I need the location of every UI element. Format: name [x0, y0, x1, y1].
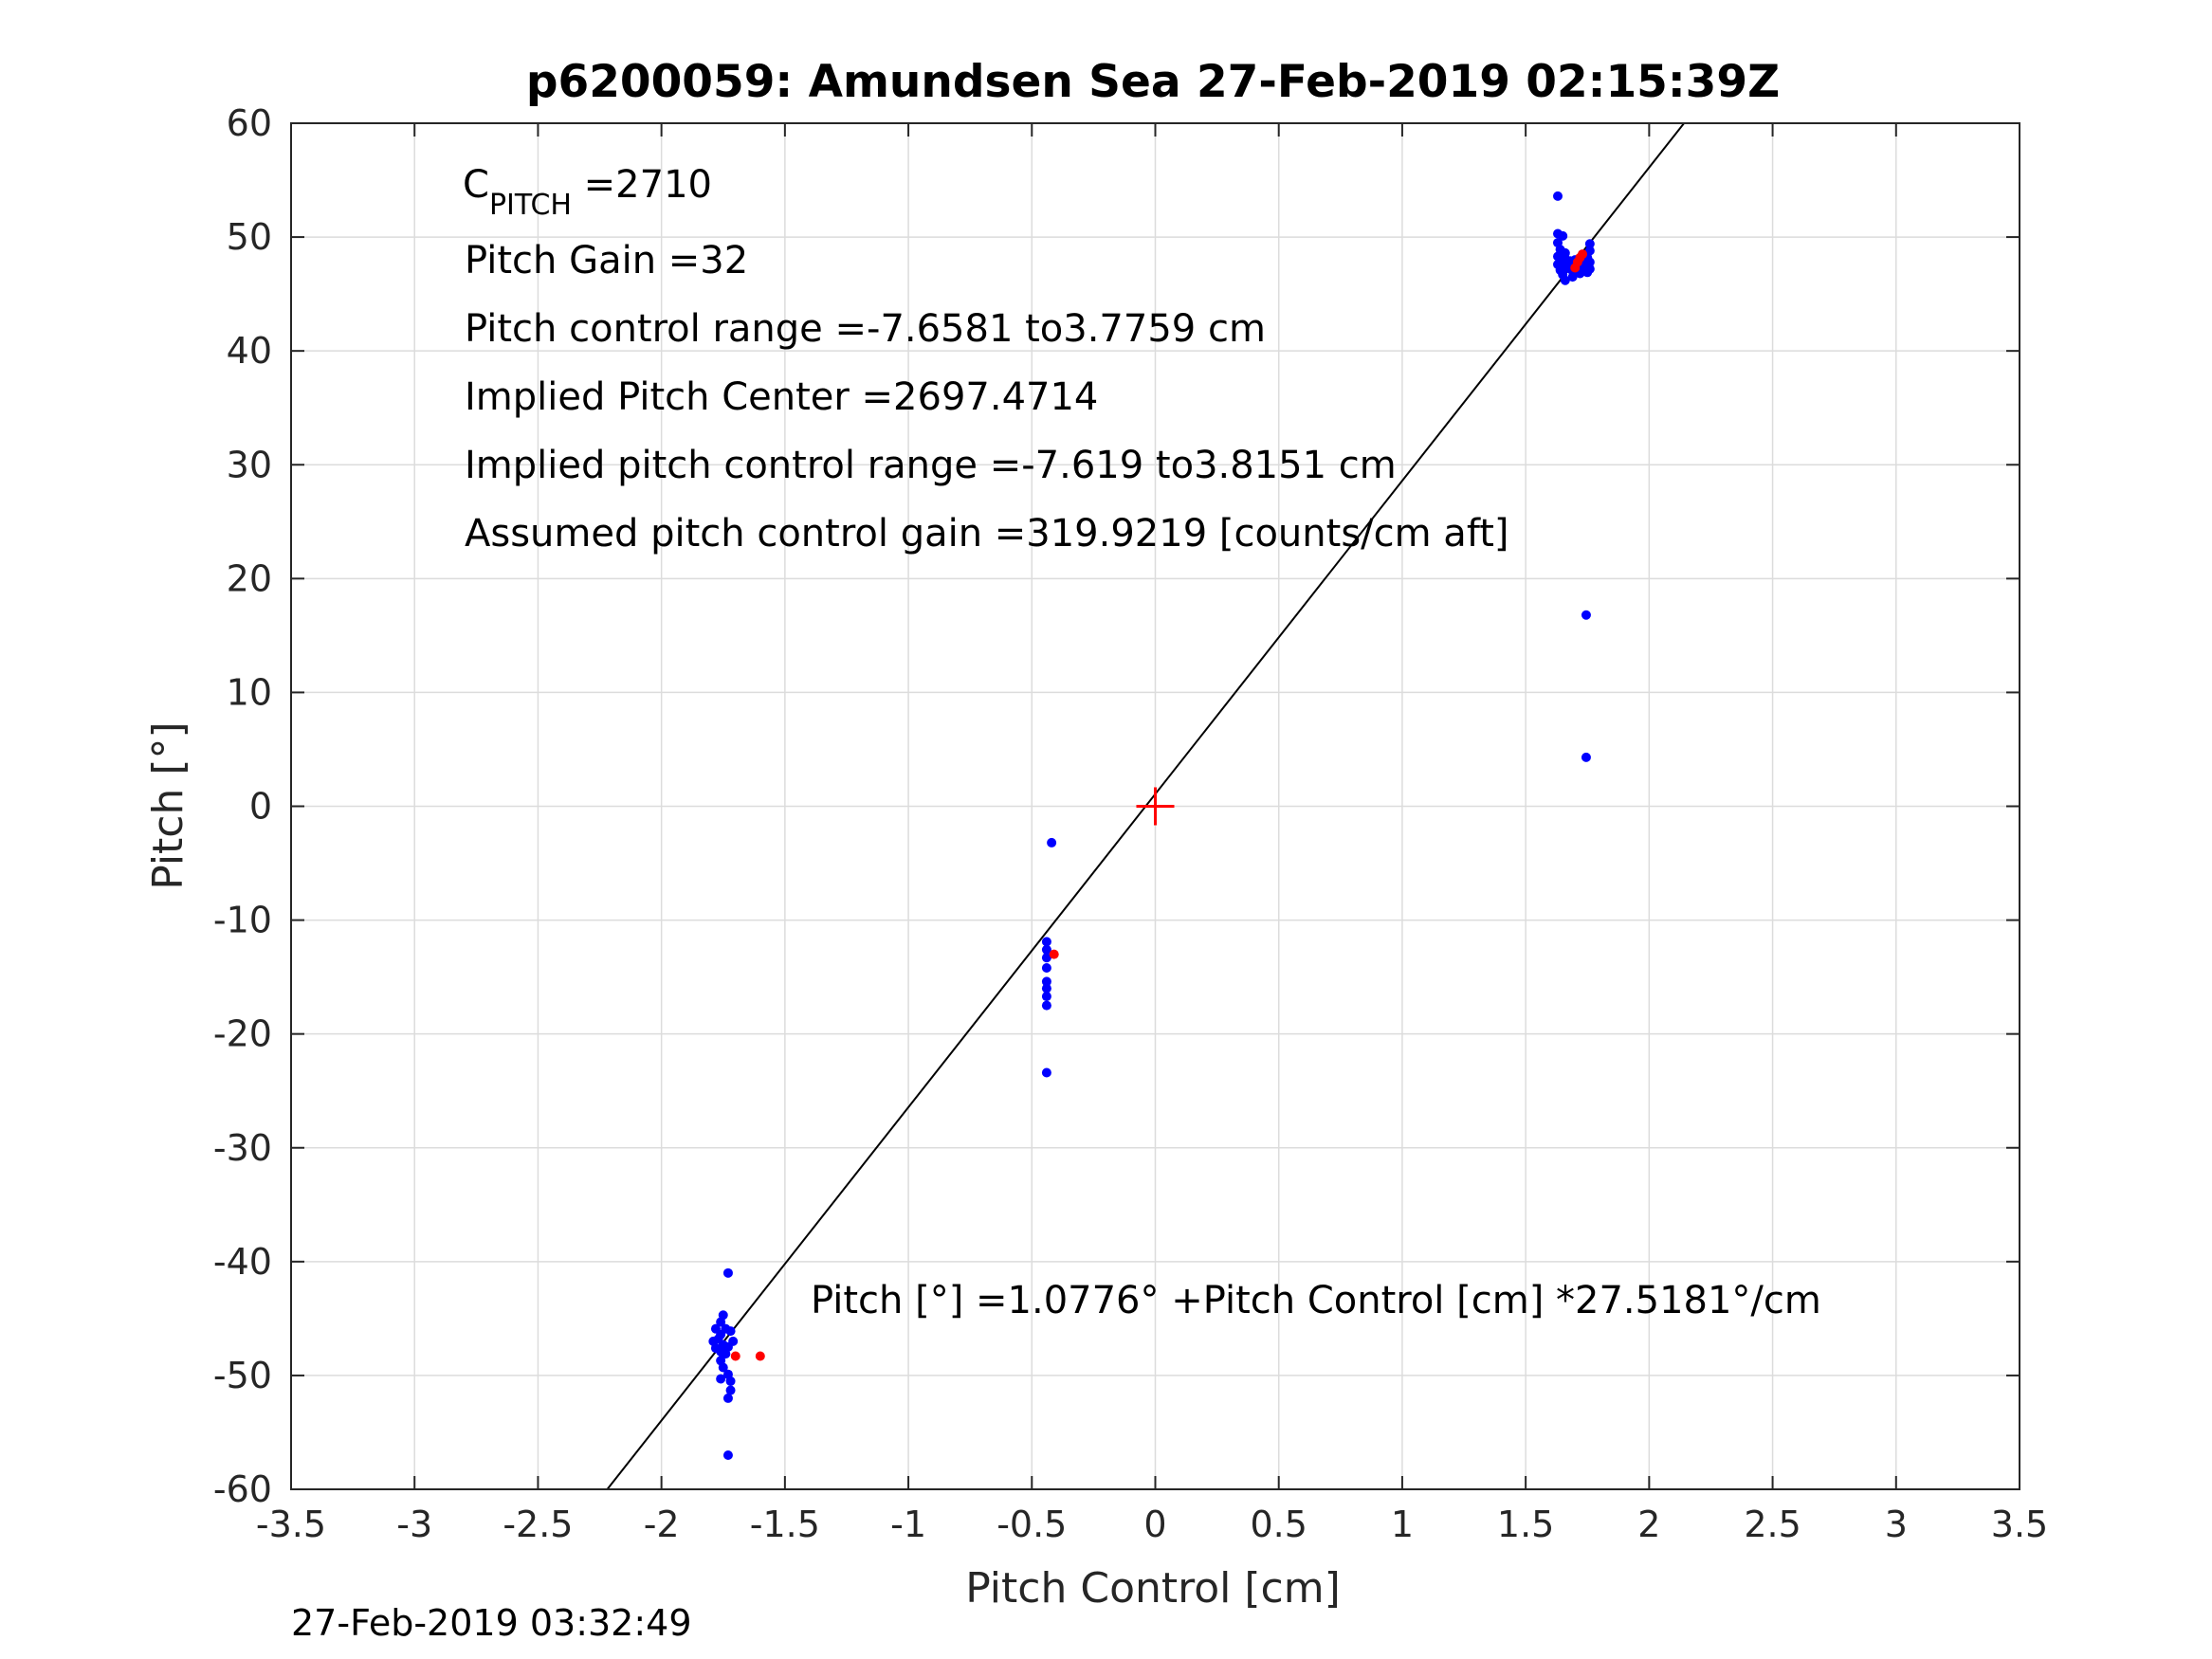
data-point: [755, 1351, 765, 1361]
data-point: [722, 1393, 733, 1403]
data-point: [725, 1385, 736, 1395]
data-point: [1584, 246, 1595, 256]
x-tick-label: -3.5: [256, 1504, 326, 1545]
data-point: [728, 1336, 739, 1346]
data-point: [1049, 949, 1059, 959]
x-tick-label: 1: [1391, 1504, 1414, 1545]
data-point: [1558, 230, 1568, 241]
chart-title: p6200059: Amundsen Sea 27-Feb-2019 02:15…: [526, 56, 1780, 108]
axis-ticks: -3.5 -3 -2.5 -2 -1.5 -1 -0.5 0 0.5 1 1.5 2 2.5 3 3.5 60…: [213, 102, 2048, 1545]
x-tick-label: 0: [1143, 1504, 1166, 1545]
x-tick-label: -2: [644, 1504, 680, 1545]
y-axis-label: Pitch [°]: [144, 721, 192, 889]
data-point: [1584, 239, 1595, 249]
data-point: [716, 1374, 726, 1384]
y-tick-label: -40: [213, 1241, 272, 1283]
y-tick-label: -10: [213, 900, 272, 941]
data-point: [1581, 752, 1591, 762]
y-tick-label: -20: [213, 1013, 272, 1055]
annotation-pitch-control-range: Pitch control range =-7.6581 to3.7759 cm: [465, 307, 1266, 351]
footer-timestamp: 27-Feb-2019 03:32:49: [291, 1602, 692, 1644]
data-point: [1041, 983, 1051, 994]
y-tick-label: 60: [227, 102, 272, 144]
data-point: [716, 1317, 726, 1327]
x-tick-label: -1: [890, 1504, 926, 1545]
annotation-c-pitch: CPITCH =2710: [463, 163, 712, 222]
annotation-c-pitch-value: =2710: [572, 163, 712, 207]
x-tick-label: 3: [1885, 1504, 1908, 1545]
x-tick-label: 2: [1637, 1504, 1660, 1545]
data-point: [1560, 275, 1570, 285]
data-point: [1041, 937, 1051, 947]
y-tick-label: 50: [227, 216, 272, 258]
data-point: [722, 1267, 733, 1278]
data-point: [721, 1349, 731, 1359]
y-tick-label: -50: [213, 1355, 272, 1396]
x-axis-label: Pitch Control [cm]: [965, 1564, 1341, 1613]
y-tick-label: 10: [227, 671, 272, 713]
data-point: [1041, 976, 1051, 987]
data-point: [1581, 610, 1591, 620]
data-point: [1041, 953, 1051, 963]
data-points: [708, 191, 1595, 1460]
x-tick-label: -0.5: [996, 1504, 1067, 1545]
data-point: [730, 1351, 740, 1361]
annotation-assumed-pitch-control-gain: Assumed pitch control gain =319.9219 [co…: [465, 512, 1508, 556]
y-tick-label: -30: [213, 1127, 272, 1169]
data-point: [1041, 1067, 1051, 1078]
data-point: [722, 1449, 733, 1460]
x-tick-label: 0.5: [1250, 1504, 1307, 1545]
data-point: [1570, 263, 1581, 273]
x-tick-label: -2.5: [503, 1504, 573, 1545]
y-tick-label: 30: [227, 444, 272, 485]
data-point: [1560, 253, 1570, 264]
grid-lines: [290, 122, 2020, 1490]
x-tick-label: 2.5: [1744, 1504, 1801, 1545]
y-tick-label: 20: [227, 557, 272, 599]
x-tick-label: 3.5: [1991, 1504, 2048, 1545]
data-point: [1041, 944, 1051, 955]
x-tick-label: 1.5: [1497, 1504, 1554, 1545]
annotation-implied-pitch-control-range: Implied pitch control range =-7.619 to3.…: [465, 444, 1397, 487]
y-tick-label: -60: [213, 1468, 272, 1510]
data-point: [1584, 264, 1595, 274]
data-point: [1578, 249, 1588, 260]
data-point: [1047, 837, 1057, 848]
data-point: [725, 1376, 736, 1386]
data-point: [1552, 191, 1563, 201]
x-tick-label: -3: [396, 1504, 432, 1545]
x-tick-label: -1.5: [750, 1504, 820, 1545]
data-point: [1584, 257, 1595, 267]
annotation-fit-equation: Pitch [°] =1.0776° +Pitch Control [cm] *…: [811, 1279, 1821, 1322]
annotation-c-pitch-subscript: PITCH: [489, 189, 572, 222]
data-point: [1041, 963, 1051, 974]
y-tick-label: 0: [249, 786, 272, 828]
data-point: [1041, 992, 1051, 1002]
annotation-pitch-gain: Pitch Gain =32: [465, 239, 748, 283]
data-point: [718, 1362, 728, 1373]
annotation-c-pitch-letter: C: [463, 163, 489, 207]
center-marker: [1136, 787, 1175, 826]
annotation-implied-pitch-center: Implied Pitch Center =2697.4714: [465, 375, 1098, 419]
data-point: [1041, 1000, 1051, 1011]
y-tick-label: 40: [227, 330, 272, 372]
data-point: [725, 1326, 736, 1337]
